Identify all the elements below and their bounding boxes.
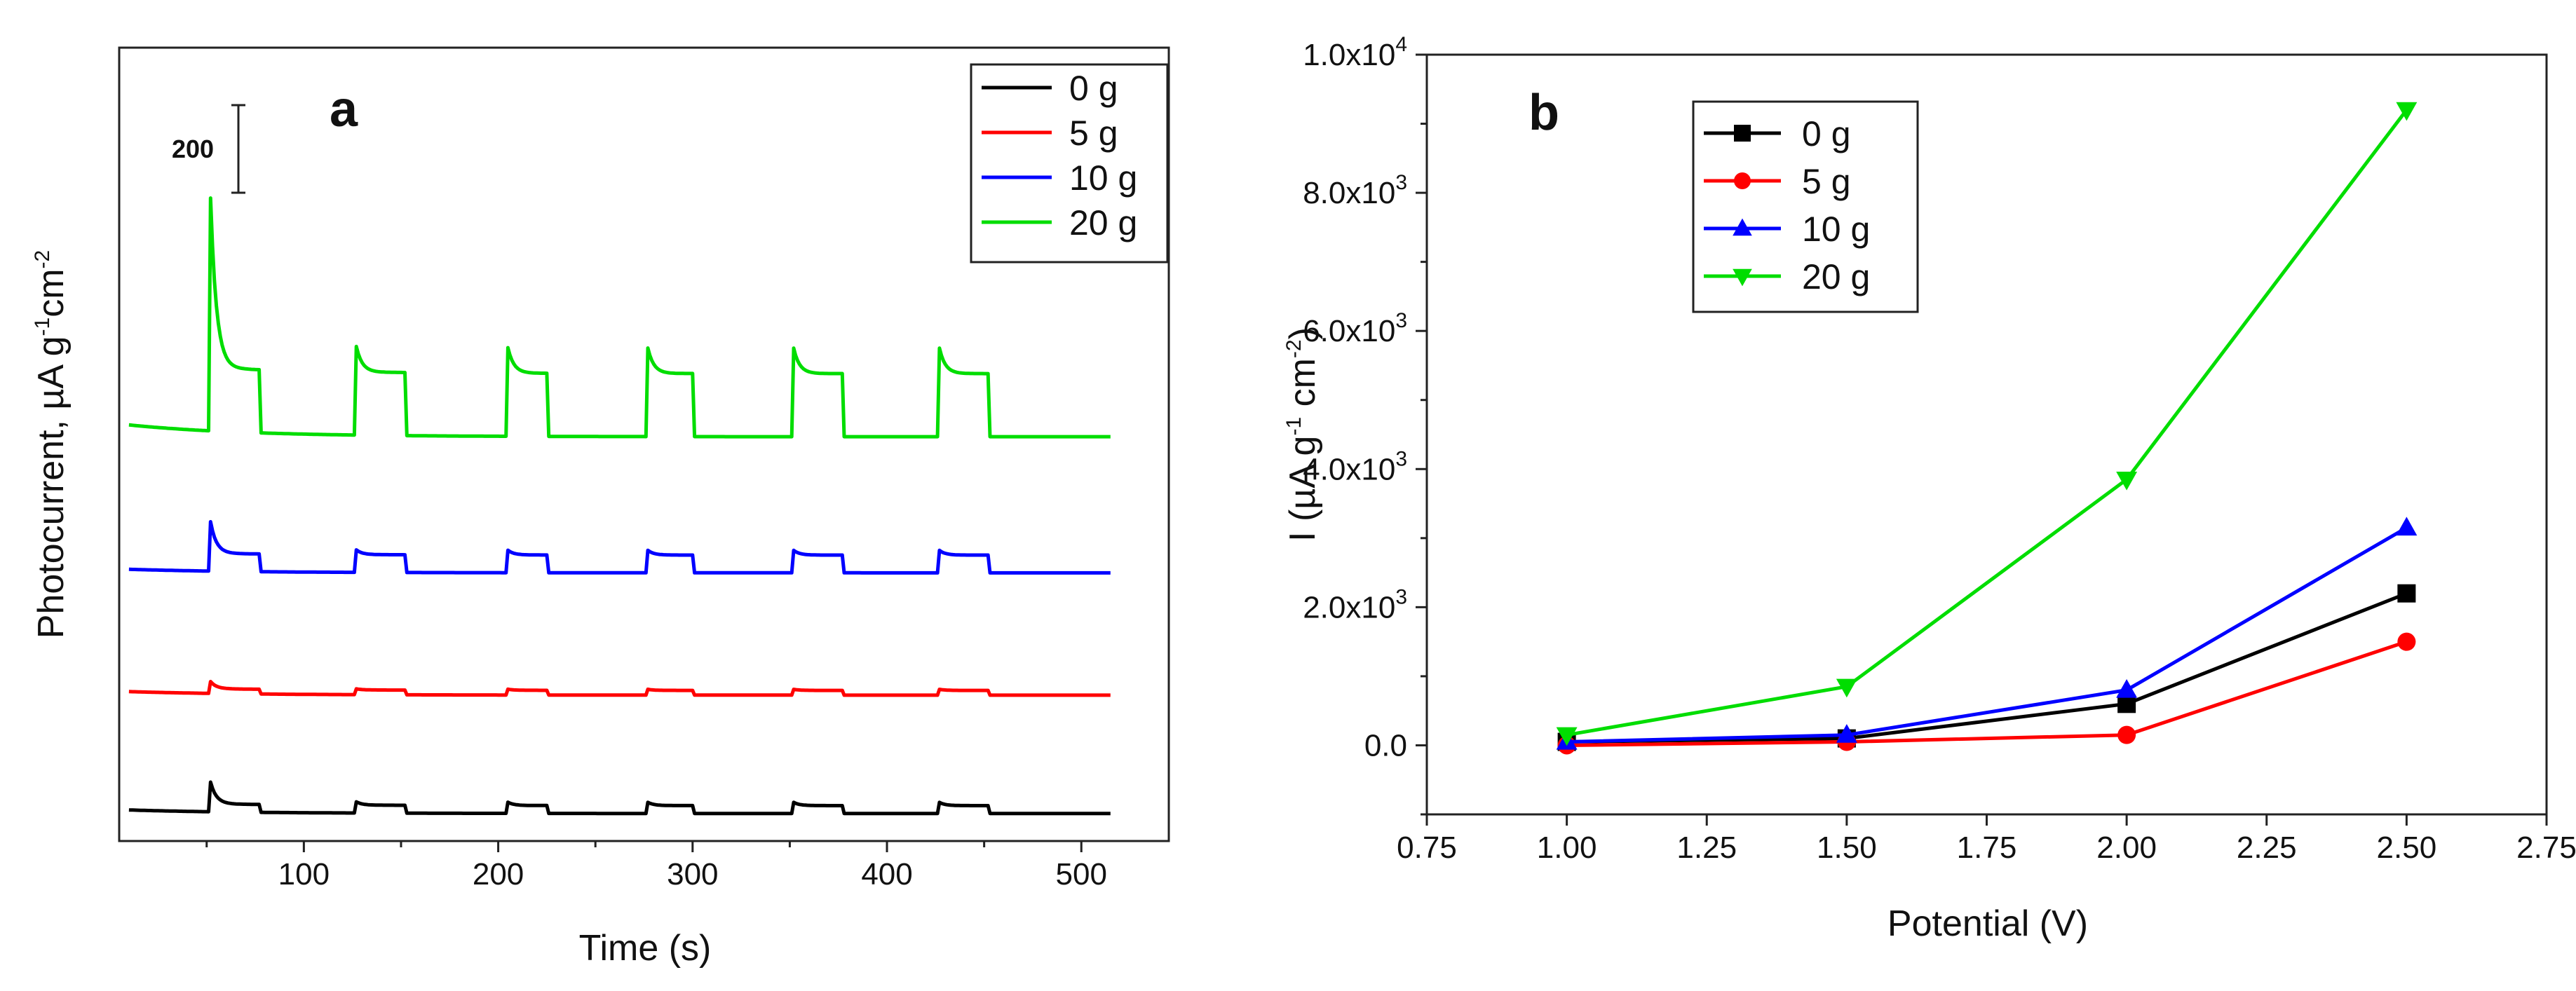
panel-b-data-point <box>2397 632 2416 651</box>
panel-b-y-tick-label: 2.0x103 <box>1303 585 1407 624</box>
panel-b-frame <box>1425 53 2548 816</box>
panel-a-x-ticks: 100 200 300 400 500 <box>205 841 1107 891</box>
panel-b-x-tick-label: 2.50 <box>2377 831 2437 865</box>
panel-a-x-tick-label: 500 <box>1056 857 1107 891</box>
panel-b-x-tick-label: 2.75 <box>2516 831 2576 865</box>
panel-b-legend-label: 10 g <box>1802 210 1870 249</box>
panel-a-x-tick-label: 100 <box>278 857 330 891</box>
panel-a-x-tick-label: 200 <box>473 857 524 891</box>
panel-b-series-10g <box>1556 517 2418 750</box>
panel-a-legend-label: 20 g <box>1069 203 1137 242</box>
panel-b-y-axis-title: I (µA g-1 cm-2) <box>1282 327 1323 542</box>
panel-b-series-line <box>1566 526 2408 744</box>
panel-a-x-axis-title: Time (s) <box>579 928 712 969</box>
panel-b-x-tick-label: 2.00 <box>2096 831 2157 865</box>
panel-b-series-5g <box>1557 632 2416 755</box>
panel-b-data-point <box>2396 517 2418 536</box>
panel-b-series <box>1556 102 2418 755</box>
panel-b-letter: b <box>1528 85 1559 141</box>
panel-a-x-tick-label: 400 <box>861 857 912 891</box>
panel-a: a 200 100 200 300 400 500 Time (s) Photocurr… <box>31 46 1170 969</box>
panel-a-legend-label: 10 g <box>1069 158 1137 198</box>
panel-b-legend-marker <box>1734 172 1751 189</box>
panel-b-legend-marker <box>1733 268 1752 287</box>
panel-b-x-axis-title: Potential (V) <box>1887 903 2088 944</box>
panel-a-trace-5g <box>128 680 1111 697</box>
panel-b-data-point <box>2116 679 2138 698</box>
panel-b-data-point <box>1836 678 1857 698</box>
panel-b-y-ticks: 0.0 2.0x103 4.0x103 6.0x103 8.0x103 1.0x104 <box>1303 33 1427 816</box>
panel-b-series-line <box>1566 109 2408 737</box>
panel-b-x-tick-label: 1.50 <box>1817 831 1877 865</box>
panel-b-series-line <box>1566 640 2408 747</box>
panel-a-legend-label: 5 g <box>1069 114 1118 153</box>
panel-a-traces <box>128 196 1111 816</box>
panel-b-x-tick-label: 1.25 <box>1676 831 1737 865</box>
panel-b-y-tick-label: 4.0x103 <box>1303 447 1407 486</box>
panel-b: b 0.0 2.0x103 4.0x103 6.0x103 8.0x103 1.0x104… <box>1282 33 2576 944</box>
panel-b-legend-label: 20 g <box>1802 257 1870 296</box>
panel-b-x-tick-label: 0.75 <box>1397 831 1457 865</box>
panel-b-x-tick-label: 2.25 <box>2237 831 2297 865</box>
panel-a-legend: 0 g 5 g 10 g 20 g <box>970 63 1169 264</box>
panel-b-y-tick-label: 0.0 <box>1364 728 1407 763</box>
panel-b-legend-label: 0 g <box>1802 114 1851 153</box>
scale-bar-label: 200 <box>172 135 214 163</box>
panel-b-x-ticks: 0.75 1.00 1.25 1.50 1.75 2.00 2.25 2.50 2.75 <box>1397 814 2576 865</box>
panel-b-data-point <box>2117 725 2136 744</box>
panel-b-data-point <box>2116 472 2138 491</box>
panel-b-y-tick-label: 8.0x103 <box>1303 171 1407 210</box>
panel-b-x-tick-label: 1.75 <box>1957 831 2017 865</box>
panel-a-legend-label: 0 g <box>1069 69 1118 108</box>
panel-b-data-point <box>2397 584 2416 603</box>
panel-a-trace-10g <box>128 520 1111 575</box>
panel-b-y-tick-label: 6.0x103 <box>1303 309 1407 348</box>
panel-b-data-point <box>1836 724 1857 743</box>
panel-b-legend-marker <box>1734 125 1751 142</box>
panel-b-data-point <box>2396 102 2418 121</box>
panel-b-data-point <box>1556 727 1578 746</box>
panel-b-x-tick-label: 1.00 <box>1537 831 1597 865</box>
panel-b-series-0g <box>1557 584 2416 751</box>
panel-b-series-line <box>1566 592 2408 744</box>
panel-b-y-tick-label: 1.0x104 <box>1303 33 1407 72</box>
scale-bar: 200 <box>172 104 245 194</box>
panel-a-y-axis-title: Photocurrent, µA g-1cm-2 <box>31 250 72 638</box>
panel-a-x-tick-label: 300 <box>667 857 718 891</box>
panel-a-letter: a <box>330 81 358 137</box>
panel-a-trace-0g <box>128 780 1111 816</box>
panel-b-series-20g <box>1556 102 2418 746</box>
panel-b-legend: 0 g 5 g 10 g 20 g <box>1692 100 1919 313</box>
panel-b-legend-label: 5 g <box>1802 162 1851 201</box>
panel-a-trace-20g <box>128 196 1111 439</box>
panel-a-frame <box>118 46 1170 842</box>
panel-b-legend-marker <box>1733 218 1752 236</box>
